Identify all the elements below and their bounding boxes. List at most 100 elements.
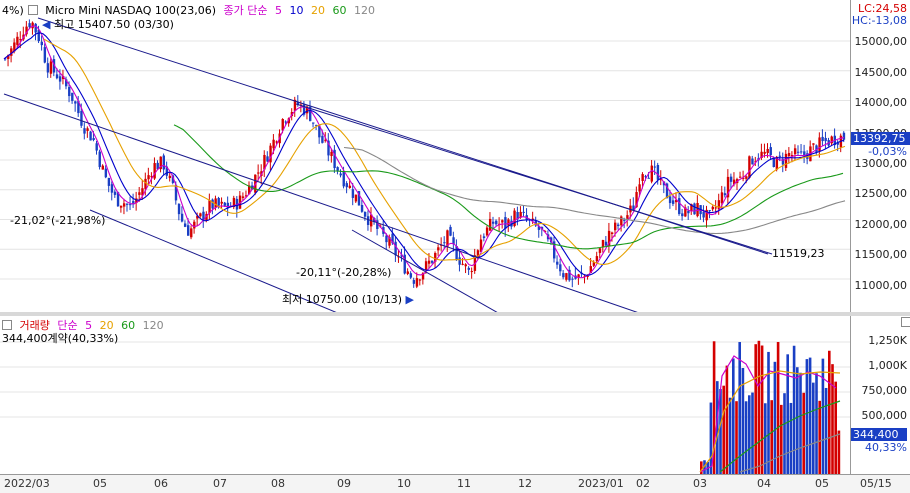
candle-body bbox=[324, 139, 327, 141]
candle-body bbox=[223, 202, 226, 206]
candle-body bbox=[641, 174, 644, 182]
volume-bar bbox=[738, 342, 741, 474]
volume-chart[interactable] bbox=[0, 316, 850, 474]
price-tick-15000: 15000,00 bbox=[854, 35, 908, 48]
candle-body bbox=[775, 156, 779, 170]
candle-body bbox=[391, 233, 394, 244]
candle-body bbox=[37, 29, 40, 42]
candle-body bbox=[650, 165, 653, 182]
candle-body bbox=[345, 183, 348, 188]
candle-body bbox=[702, 211, 705, 218]
candle-body bbox=[95, 143, 98, 151]
volume-bar bbox=[789, 402, 793, 474]
candle-body bbox=[632, 205, 635, 211]
candle-body bbox=[568, 269, 571, 281]
candle-body bbox=[43, 47, 47, 63]
candle-body bbox=[519, 211, 522, 218]
candle-body bbox=[388, 237, 391, 246]
volume-bar bbox=[773, 361, 777, 474]
candle-body bbox=[742, 177, 745, 179]
candle-body bbox=[501, 220, 504, 223]
candle-body bbox=[476, 250, 480, 258]
date-07: 07 bbox=[213, 477, 227, 490]
candle-body bbox=[626, 215, 629, 219]
candle-body bbox=[165, 166, 169, 176]
candle-body bbox=[687, 210, 690, 214]
price-chart[interactable] bbox=[0, 0, 850, 312]
low-label: 최저 10750.00 (10/13) bbox=[282, 293, 403, 306]
volume-bar bbox=[831, 364, 834, 474]
candle-body bbox=[678, 198, 681, 214]
candle-body bbox=[623, 219, 626, 221]
price-axis[interactable]: LC:24,58 HC:-13,08 15000,00 14500,00 140… bbox=[851, 0, 910, 312]
ma-period-120: 120 bbox=[353, 4, 375, 17]
current-change: -0,03% bbox=[868, 145, 907, 158]
candle-body bbox=[705, 209, 708, 221]
candle-body bbox=[330, 151, 333, 157]
price-tick-14000: 14000,00 bbox=[854, 96, 908, 109]
candle-body bbox=[98, 151, 101, 168]
volume-chart-pane[interactable]: 거래량 단순 5 20 60 120 344,400계약(40,33%) bbox=[0, 316, 851, 474]
candle-body bbox=[797, 151, 800, 153]
candle-body bbox=[284, 121, 287, 123]
candle-body bbox=[482, 236, 486, 239]
candle-body bbox=[781, 159, 785, 165]
candle-body bbox=[488, 218, 492, 231]
candle-body bbox=[418, 279, 422, 281]
candle-body bbox=[168, 175, 172, 179]
pane-divider[interactable] bbox=[0, 312, 910, 316]
volume-current-text: 344,400계약(40,33%) bbox=[2, 332, 119, 345]
candle-body bbox=[549, 237, 553, 243]
candle-body bbox=[766, 148, 769, 154]
candle-body bbox=[299, 104, 303, 106]
candle-body bbox=[126, 203, 129, 205]
candle-body bbox=[732, 179, 736, 185]
candle-body bbox=[318, 125, 321, 138]
volume-bar bbox=[776, 341, 780, 474]
price-tick-11500: 11500,00 bbox=[854, 248, 908, 261]
legend-toggle-icon[interactable] bbox=[27, 5, 38, 15]
candle-body bbox=[4, 58, 7, 60]
candle-body bbox=[671, 200, 675, 204]
price-legend: 4%) Micro Mini NASDAQ 100(23,06) 종가 단순 5… bbox=[2, 2, 379, 18]
candle-body bbox=[467, 267, 470, 270]
candle-body bbox=[92, 138, 95, 141]
candle-body bbox=[187, 225, 190, 236]
candle-body bbox=[668, 196, 672, 204]
volume-toggle-icon[interactable] bbox=[2, 320, 12, 330]
price-tick-12500: 12500,00 bbox=[854, 187, 908, 200]
candle-body bbox=[424, 261, 428, 270]
price-chart-pane[interactable]: 4%) Micro Mini NASDAQ 100(23,06) 종가 단순 5… bbox=[0, 0, 851, 312]
date-02: 02 bbox=[636, 477, 650, 490]
candle-body bbox=[714, 207, 718, 209]
volume-axis[interactable]: 1,250K 1,000K 750,000 500,000 344,400 40… bbox=[851, 316, 910, 474]
volume-bar bbox=[722, 385, 725, 474]
candle-body bbox=[171, 175, 175, 183]
volume-bar bbox=[824, 387, 828, 474]
candle-body bbox=[77, 100, 80, 114]
candle-body bbox=[327, 140, 330, 156]
volume-axis-toggle-icon[interactable] bbox=[901, 317, 910, 327]
date-axis[interactable]: 2022/03 05 06 07 08 09 10 11 12 2023/01 … bbox=[0, 474, 910, 493]
candle-body bbox=[803, 151, 806, 156]
candle-body bbox=[153, 163, 156, 179]
candle-body bbox=[614, 222, 617, 231]
candle-body bbox=[275, 141, 278, 143]
high-marker: ◀ 최고 15407.50 (03/30) bbox=[42, 18, 174, 31]
candle-body bbox=[620, 216, 623, 226]
candle-body bbox=[565, 273, 568, 280]
ma-line-5 bbox=[3, 25, 845, 279]
candle-body bbox=[232, 197, 236, 208]
ma-period-10: 10 bbox=[289, 4, 304, 17]
candle-body bbox=[119, 205, 123, 208]
candle-body bbox=[31, 22, 34, 29]
candle-body bbox=[312, 122, 315, 124]
candle-body bbox=[58, 76, 62, 82]
volume-bar bbox=[728, 397, 732, 474]
candle-body bbox=[784, 153, 788, 168]
ma-period-60: 60 bbox=[332, 4, 347, 17]
candle-body bbox=[470, 271, 474, 273]
candle-body bbox=[406, 271, 409, 274]
volume-bar bbox=[703, 460, 706, 474]
candle-body bbox=[107, 177, 111, 186]
